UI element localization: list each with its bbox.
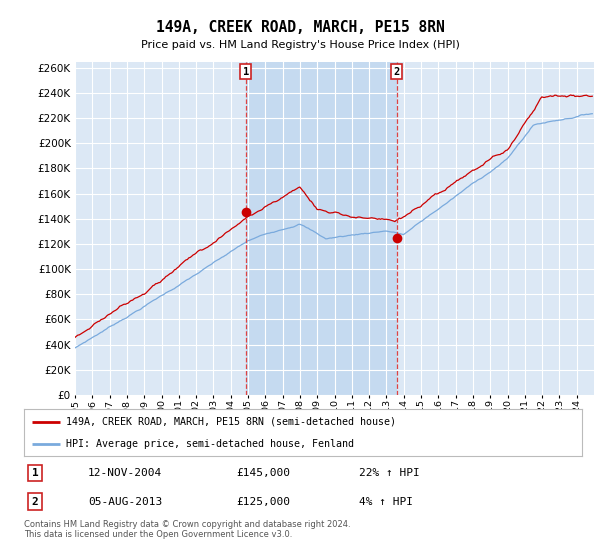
- Bar: [246, 62, 397, 395]
- Text: 2: 2: [32, 497, 38, 507]
- Text: 149A, CREEK ROAD, MARCH, PE15 8RN (semi-detached house): 149A, CREEK ROAD, MARCH, PE15 8RN (semi-…: [66, 417, 396, 427]
- Text: £125,000: £125,000: [236, 497, 290, 507]
- Text: Contains HM Land Registry data © Crown copyright and database right 2024.
This d: Contains HM Land Registry data © Crown c…: [24, 520, 350, 539]
- Text: 1: 1: [242, 67, 249, 77]
- Text: 2: 2: [394, 67, 400, 77]
- Text: HPI: Average price, semi-detached house, Fenland: HPI: Average price, semi-detached house,…: [66, 438, 354, 449]
- Text: 1: 1: [32, 468, 38, 478]
- Text: 149A, CREEK ROAD, MARCH, PE15 8RN: 149A, CREEK ROAD, MARCH, PE15 8RN: [155, 20, 445, 35]
- Text: 05-AUG-2013: 05-AUG-2013: [88, 497, 163, 507]
- Text: 4% ↑ HPI: 4% ↑ HPI: [359, 497, 413, 507]
- Text: £145,000: £145,000: [236, 468, 290, 478]
- Text: Price paid vs. HM Land Registry's House Price Index (HPI): Price paid vs. HM Land Registry's House …: [140, 40, 460, 50]
- Text: 22% ↑ HPI: 22% ↑ HPI: [359, 468, 419, 478]
- Text: 12-NOV-2004: 12-NOV-2004: [88, 468, 163, 478]
